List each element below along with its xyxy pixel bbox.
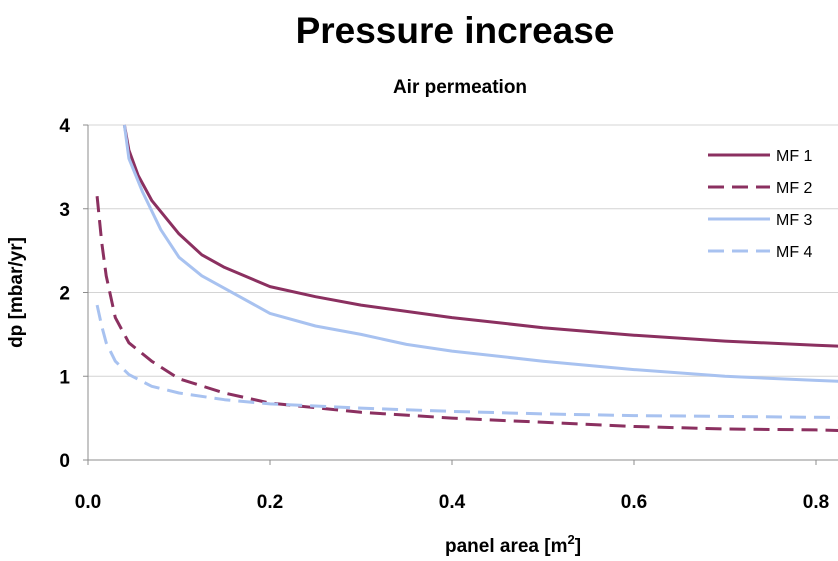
series-line-4 <box>95 304 838 419</box>
series-line-2 <box>95 196 838 433</box>
x-axis-label-end: ] <box>575 536 581 557</box>
x-tick-label: 0.6 <box>621 492 647 513</box>
series-lines <box>95 124 838 433</box>
x-tick-label: 0.0 <box>75 492 101 513</box>
chart-subtitle: Air permeation <box>392 77 528 98</box>
series-line-1 <box>122 124 838 348</box>
x-axis-label-superscript: 2 <box>567 532 574 547</box>
legend-label: MF 2 <box>776 180 813 197</box>
x-tick-label: 0.2 <box>257 492 283 513</box>
legend-label: MF 3 <box>776 212 813 229</box>
legend-label: MF 1 <box>776 148 813 165</box>
legend-label: MF 4 <box>776 244 813 261</box>
axes <box>83 124 838 465</box>
y-tick-label: 2 <box>59 284 70 305</box>
y-tick-label: 0 <box>59 451 70 472</box>
x-tick-label: 0.4 <box>439 492 466 513</box>
y-tick-label: 1 <box>59 367 70 388</box>
x-axis-label-text: panel area [m <box>445 536 568 557</box>
x-tick-label: 0.8 <box>803 492 829 513</box>
x-axis-label: panel area [m2] <box>445 532 581 557</box>
y-axis-label: dp [mbar/yr] <box>6 237 27 348</box>
gridlines <box>88 124 838 377</box>
y-tick-label: 4 <box>59 116 70 137</box>
legend: MF 1 MF 2 MF 3 MF 4 <box>708 148 813 261</box>
series-line-3 <box>122 124 838 383</box>
chart-title: Pressure increase <box>295 10 615 51</box>
y-tick-label: 3 <box>59 200 70 221</box>
